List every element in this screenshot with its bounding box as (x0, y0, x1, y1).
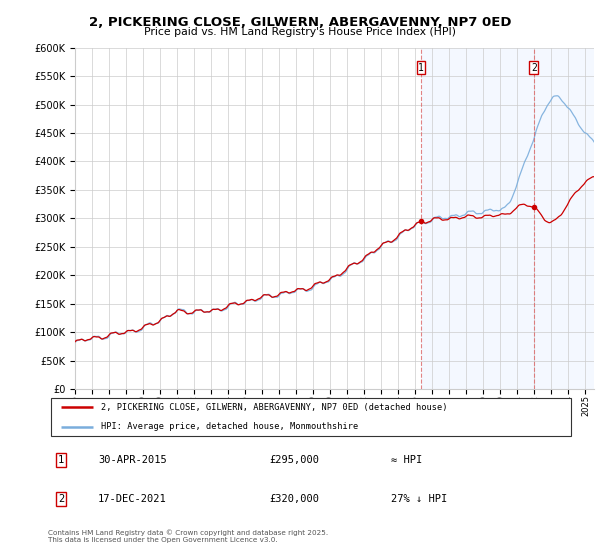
Text: 2: 2 (58, 494, 64, 504)
FancyBboxPatch shape (50, 398, 571, 436)
Text: £295,000: £295,000 (270, 455, 320, 465)
Text: 1: 1 (418, 63, 424, 73)
Text: 27% ↓ HPI: 27% ↓ HPI (391, 494, 448, 504)
Text: ≈ HPI: ≈ HPI (391, 455, 422, 465)
Text: HPI: Average price, detached house, Monmouthshire: HPI: Average price, detached house, Monm… (101, 422, 358, 431)
Text: 30-APR-2015: 30-APR-2015 (98, 455, 167, 465)
Bar (421, 48, 594, 389)
Text: 2: 2 (531, 63, 536, 73)
Text: 2, PICKERING CLOSE, GILWERN, ABERGAVENNY, NP7 0ED: 2, PICKERING CLOSE, GILWERN, ABERGAVENNY… (89, 16, 511, 29)
Text: 1: 1 (58, 455, 64, 465)
Text: Price paid vs. HM Land Registry's House Price Index (HPI): Price paid vs. HM Land Registry's House … (144, 27, 456, 37)
Text: Contains HM Land Registry data © Crown copyright and database right 2025.
This d: Contains HM Land Registry data © Crown c… (48, 529, 328, 543)
Text: 17-DEC-2021: 17-DEC-2021 (98, 494, 167, 504)
Text: 2, PICKERING CLOSE, GILWERN, ABERGAVENNY, NP7 0ED (detached house): 2, PICKERING CLOSE, GILWERN, ABERGAVENNY… (101, 403, 448, 412)
Text: £320,000: £320,000 (270, 494, 320, 504)
